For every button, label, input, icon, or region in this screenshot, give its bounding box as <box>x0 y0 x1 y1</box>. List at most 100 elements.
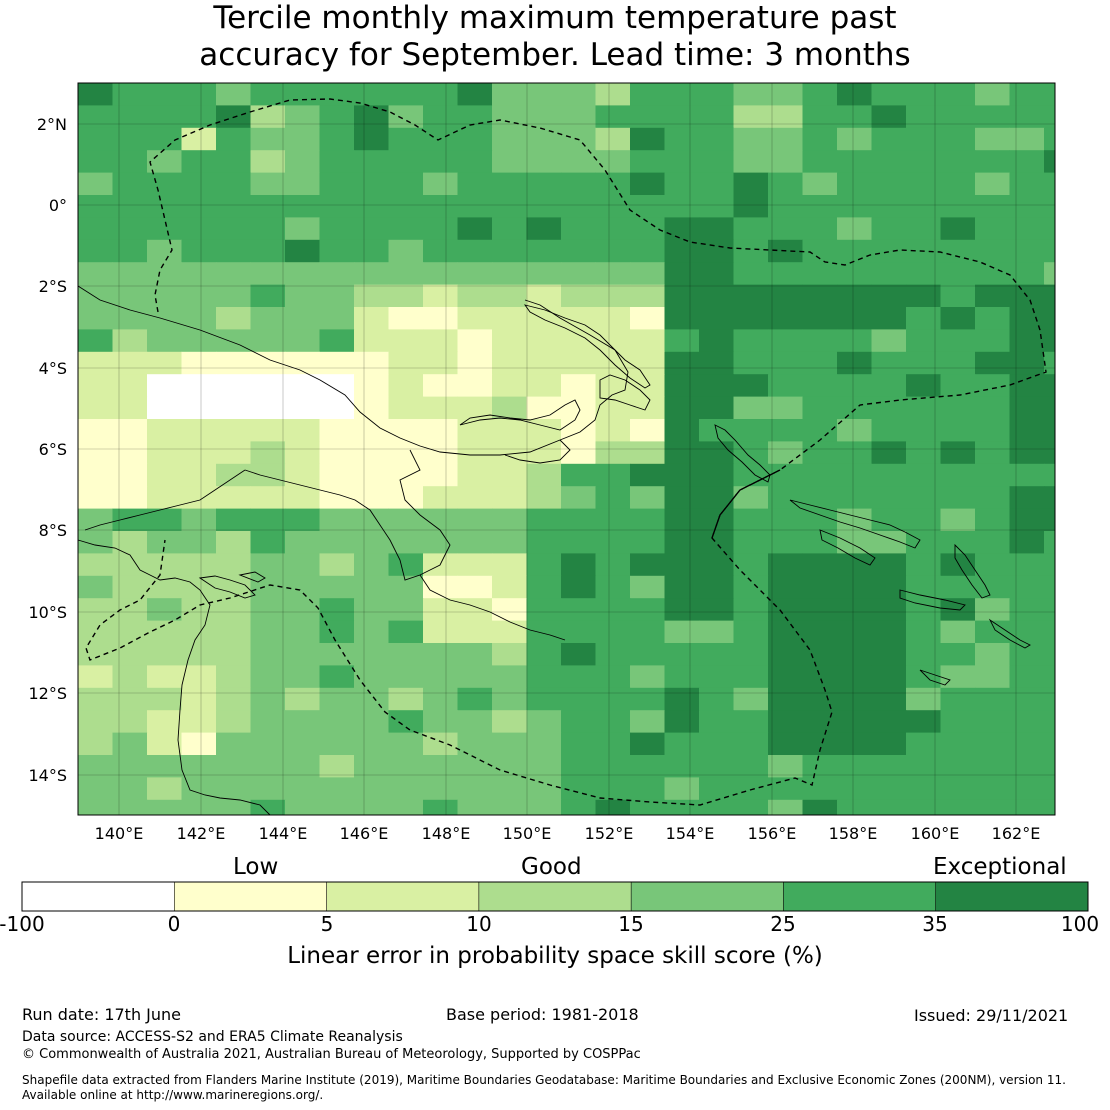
skill-cell <box>423 777 458 801</box>
longitude-label: 144°E <box>259 824 308 843</box>
skill-cell <box>181 732 217 756</box>
skill-cell <box>802 262 838 286</box>
colorbar-tick-neg100: -100 <box>0 912 45 936</box>
skill-cell <box>354 262 389 286</box>
latitude-label: 4°S <box>39 359 67 378</box>
skill-cell <box>1009 419 1045 442</box>
skill-cell <box>975 463 1010 487</box>
skill-cell <box>112 150 148 174</box>
skill-cell <box>733 172 769 196</box>
skill-cell <box>216 755 251 778</box>
skill-cell <box>1044 351 1056 375</box>
latitude-label: 2°N <box>37 115 67 134</box>
skill-cell <box>112 531 148 554</box>
skill-cell <box>561 755 596 778</box>
skill-cell <box>216 486 251 510</box>
skill-cell <box>1009 262 1045 286</box>
skill-cell <box>940 463 976 487</box>
skill-cell <box>768 643 803 666</box>
skill-cell <box>457 105 493 129</box>
skill-cell <box>940 419 976 442</box>
skill-cell <box>733 531 769 554</box>
skill-cell <box>250 195 286 218</box>
skill-cell <box>561 374 596 398</box>
base-period: Base period: 1981-2018 <box>446 1005 639 1024</box>
skill-cell <box>492 239 527 263</box>
skill-cell <box>940 755 976 778</box>
skill-cell <box>768 508 803 532</box>
skill-cell <box>768 195 803 218</box>
skill-cell <box>492 732 527 756</box>
skill-cell <box>112 419 148 442</box>
skill-cell <box>733 284 769 308</box>
skill-cell <box>630 777 665 801</box>
skill-cell <box>216 799 251 816</box>
skill-cell <box>250 665 286 689</box>
skill-cell <box>112 127 148 151</box>
skill-cell <box>285 284 320 308</box>
skill-cell <box>630 799 665 816</box>
skill-cell <box>112 396 148 420</box>
skill-cell <box>492 463 527 487</box>
skill-cell <box>561 105 596 129</box>
skill-cell <box>1009 777 1045 801</box>
skill-cell <box>837 105 872 129</box>
skill-cell <box>78 239 113 263</box>
colorbar-tick-35: 35 <box>922 912 948 936</box>
skill-cell <box>906 150 941 174</box>
skill-cell <box>699 83 734 106</box>
skill-cell <box>147 217 182 241</box>
skill-cell <box>78 351 113 375</box>
skill-cell <box>319 374 355 398</box>
skill-cell <box>837 217 872 241</box>
skill-cell <box>837 351 872 375</box>
skill-cell <box>216 374 251 398</box>
skill-cell <box>1009 553 1045 577</box>
skill-cell <box>492 172 527 196</box>
skill-cell <box>802 620 838 644</box>
skill-cell <box>906 262 941 286</box>
skill-cell <box>457 172 493 196</box>
skill-cell <box>871 239 907 263</box>
skill-cell <box>837 643 872 666</box>
colorbar-tick-100: 100 <box>1060 912 1100 936</box>
colorbar-blocks <box>22 882 1089 911</box>
skill-cell <box>285 620 320 644</box>
skill-cell <box>354 486 389 510</box>
skill-cell <box>285 127 320 151</box>
skill-cell <box>595 329 631 353</box>
skill-cell <box>319 127 355 151</box>
skill-cell <box>457 374 493 398</box>
longitude-label: 142°E <box>177 824 226 843</box>
skill-cell <box>975 531 1010 554</box>
skill-cell <box>699 307 734 330</box>
skill-cell <box>181 665 217 689</box>
skill-cell <box>699 329 734 353</box>
skill-cell <box>871 486 907 510</box>
skill-cell <box>802 508 838 532</box>
skill-cell <box>526 262 562 286</box>
skill-cell <box>871 553 907 577</box>
skill-cell <box>388 239 424 263</box>
skill-cell <box>768 105 803 129</box>
skill-cell <box>388 262 424 286</box>
skill-cell <box>699 105 734 129</box>
skill-cell <box>526 217 562 241</box>
skill-cell <box>871 598 907 622</box>
skill-cell <box>147 441 182 465</box>
skill-cell <box>802 441 838 465</box>
skill-cell <box>216 643 251 666</box>
skill-cell <box>147 620 182 644</box>
skill-cell <box>492 710 527 734</box>
skill-cell <box>664 463 700 487</box>
skill-cell <box>802 463 838 487</box>
skill-cell <box>699 284 734 308</box>
skill-cell <box>664 83 700 106</box>
skill-cell <box>561 777 596 801</box>
colorbar-category-good: Good <box>521 854 582 880</box>
skill-cell <box>871 463 907 487</box>
skill-cell <box>768 665 803 689</box>
skill-cell <box>940 799 976 816</box>
skill-cell <box>423 239 458 263</box>
skill-cell <box>561 508 596 532</box>
